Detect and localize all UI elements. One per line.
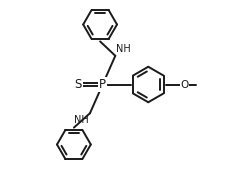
Text: S: S: [74, 78, 82, 91]
Text: NH: NH: [116, 44, 131, 54]
Text: NH: NH: [74, 115, 89, 125]
Text: O: O: [180, 79, 189, 90]
Text: P: P: [99, 78, 106, 91]
